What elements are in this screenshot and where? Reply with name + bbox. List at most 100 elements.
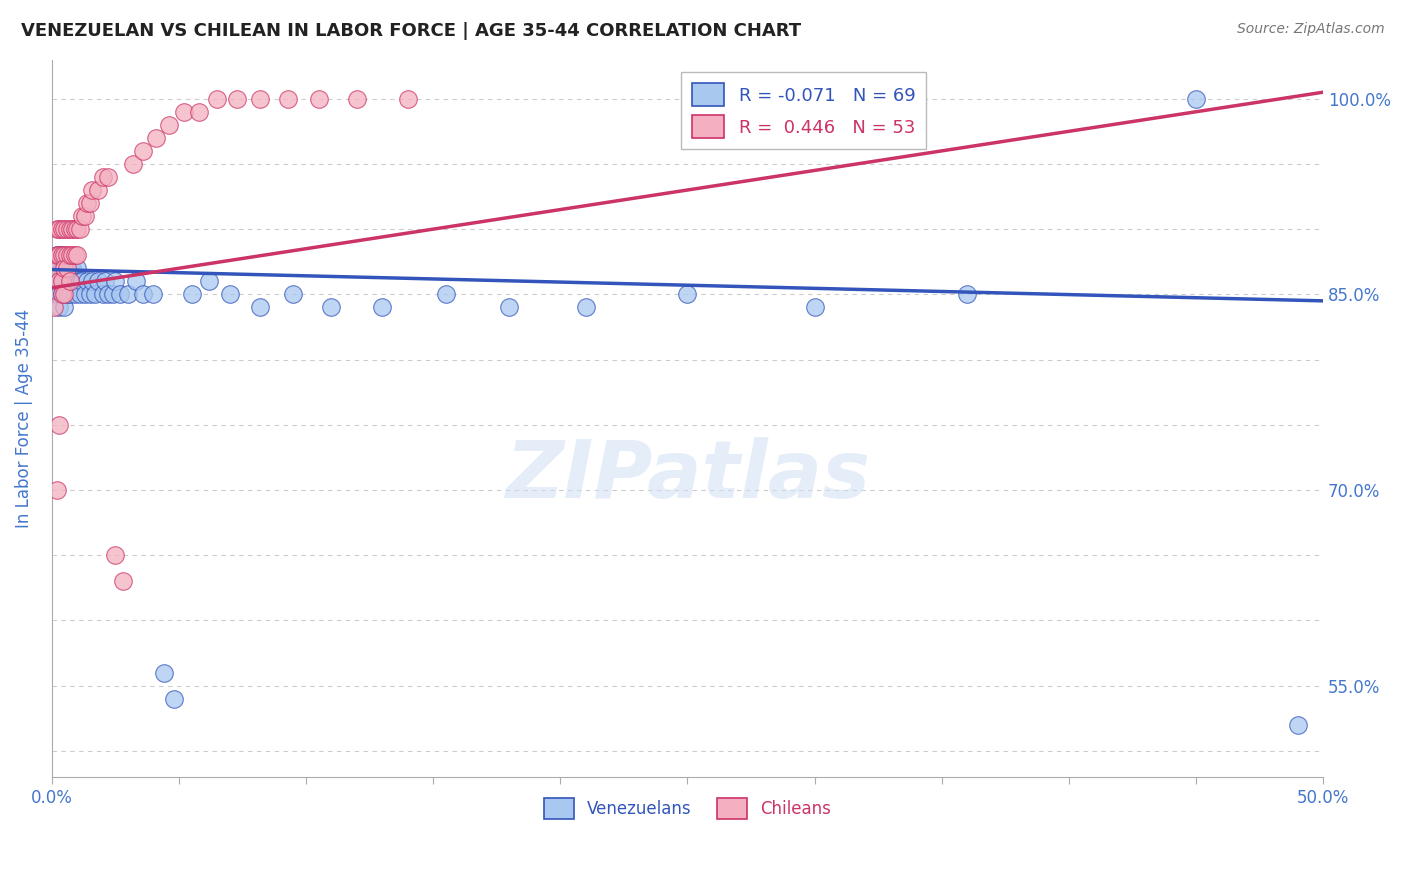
Point xyxy=(51,274,73,288)
Point xyxy=(60,222,83,236)
Point xyxy=(45,287,67,301)
Point xyxy=(132,287,155,301)
Point xyxy=(56,287,79,301)
Point xyxy=(53,274,76,288)
Point xyxy=(104,548,127,562)
Point xyxy=(69,222,91,236)
Point xyxy=(94,274,117,288)
Point xyxy=(53,248,76,262)
Point xyxy=(163,691,186,706)
Point xyxy=(63,248,86,262)
Point xyxy=(58,248,80,262)
Point xyxy=(72,209,94,223)
Point xyxy=(277,92,299,106)
Point xyxy=(1286,717,1309,731)
Point xyxy=(122,157,145,171)
Point xyxy=(44,301,66,315)
Point xyxy=(218,287,240,301)
Point xyxy=(69,287,91,301)
Point xyxy=(53,248,76,262)
Point xyxy=(91,287,114,301)
Point xyxy=(63,274,86,288)
Point xyxy=(124,274,146,288)
Point xyxy=(45,222,67,236)
Point xyxy=(72,274,94,288)
Point xyxy=(82,183,104,197)
Legend: Venezuelans, Chileans: Venezuelans, Chileans xyxy=(537,791,838,826)
Point xyxy=(44,287,66,301)
Point xyxy=(45,248,67,262)
Point xyxy=(58,274,80,288)
Point xyxy=(396,92,419,106)
Point xyxy=(66,274,89,288)
Point xyxy=(58,261,80,276)
Point xyxy=(48,287,70,301)
Point xyxy=(79,196,101,211)
Point xyxy=(434,287,457,301)
Point xyxy=(48,248,70,262)
Point xyxy=(97,169,120,184)
Point xyxy=(51,248,73,262)
Point xyxy=(111,574,134,589)
Point xyxy=(63,222,86,236)
Point xyxy=(69,274,91,288)
Point xyxy=(45,261,67,276)
Point xyxy=(145,131,167,145)
Point xyxy=(56,274,79,288)
Point xyxy=(249,301,271,315)
Point xyxy=(198,274,221,288)
Point xyxy=(117,287,139,301)
Point xyxy=(51,248,73,262)
Point xyxy=(56,261,79,276)
Text: VENEZUELAN VS CHILEAN IN LABOR FORCE | AGE 35-44 CORRELATION CHART: VENEZUELAN VS CHILEAN IN LABOR FORCE | A… xyxy=(21,22,801,40)
Point xyxy=(53,222,76,236)
Point xyxy=(51,222,73,236)
Point xyxy=(86,274,108,288)
Point xyxy=(180,287,202,301)
Y-axis label: In Labor Force | Age 35-44: In Labor Force | Age 35-44 xyxy=(15,309,32,528)
Point xyxy=(45,248,67,262)
Point xyxy=(803,301,825,315)
Point xyxy=(86,183,108,197)
Point xyxy=(157,118,180,132)
Point xyxy=(48,248,70,262)
Point xyxy=(371,301,394,315)
Text: Source: ZipAtlas.com: Source: ZipAtlas.com xyxy=(1237,22,1385,37)
Point xyxy=(53,261,76,276)
Point xyxy=(1185,92,1208,106)
Point xyxy=(205,92,228,106)
Point xyxy=(56,248,79,262)
Point xyxy=(66,261,89,276)
Point xyxy=(226,92,249,106)
Point xyxy=(45,483,67,497)
Point xyxy=(173,104,195,119)
Point xyxy=(53,287,76,301)
Point xyxy=(73,209,96,223)
Point xyxy=(84,287,107,301)
Point xyxy=(101,287,124,301)
Point xyxy=(63,287,86,301)
Point xyxy=(44,274,66,288)
Point xyxy=(152,665,174,680)
Point xyxy=(249,92,271,106)
Point xyxy=(45,274,67,288)
Point xyxy=(66,248,89,262)
Point xyxy=(76,274,98,288)
Point xyxy=(48,274,70,288)
Point xyxy=(48,301,70,315)
Point xyxy=(48,261,70,276)
Point xyxy=(346,92,368,106)
Point xyxy=(97,287,120,301)
Point xyxy=(110,287,132,301)
Point xyxy=(575,301,598,315)
Point xyxy=(321,301,343,315)
Point xyxy=(188,104,211,119)
Point xyxy=(142,287,165,301)
Point xyxy=(48,417,70,432)
Point xyxy=(53,301,76,315)
Point xyxy=(48,222,70,236)
Point xyxy=(53,261,76,276)
Point xyxy=(56,261,79,276)
Point xyxy=(48,274,70,288)
Point xyxy=(66,222,89,236)
